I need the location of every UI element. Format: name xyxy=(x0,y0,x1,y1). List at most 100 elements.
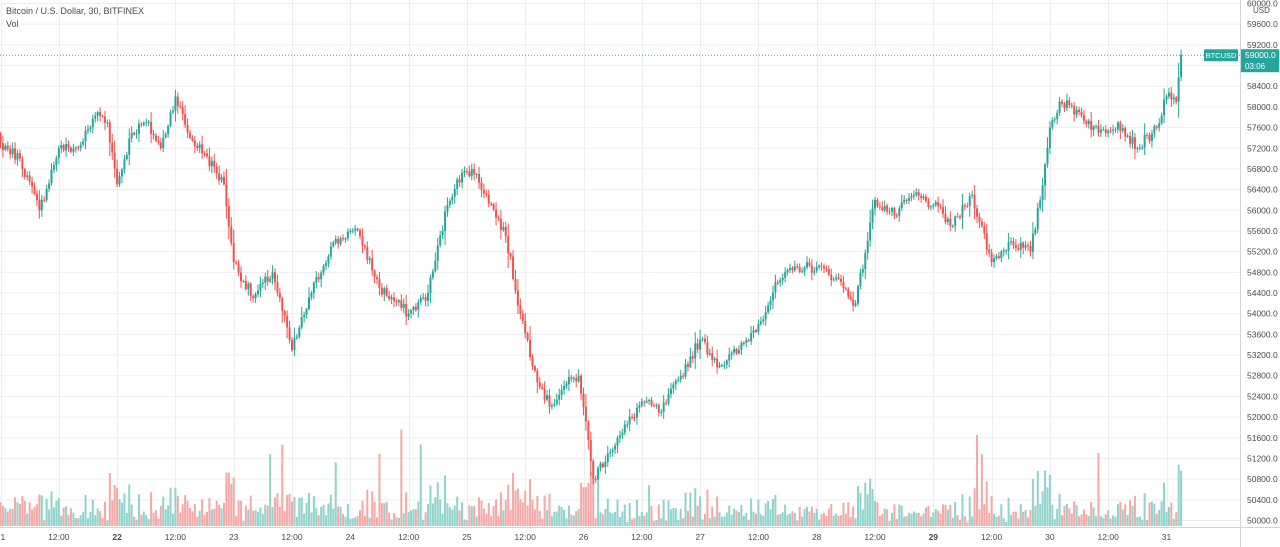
price-tick-label: 54400.0 xyxy=(1247,288,1278,298)
candle xyxy=(623,420,626,436)
candle xyxy=(65,137,68,157)
candle xyxy=(650,397,653,408)
volume-bar xyxy=(378,453,381,526)
candle xyxy=(446,197,449,217)
candle xyxy=(1068,97,1071,109)
candle xyxy=(283,309,286,323)
candle xyxy=(703,334,706,345)
volume-bar xyxy=(594,518,597,526)
candle xyxy=(23,167,26,180)
volume-bar xyxy=(1075,505,1078,526)
candle-body xyxy=(52,165,55,170)
candle-body xyxy=(937,202,940,207)
candle xyxy=(303,311,306,323)
candle xyxy=(754,328,757,334)
volume-bar xyxy=(825,515,828,526)
volume-bar xyxy=(1129,500,1132,526)
volume-bar xyxy=(444,475,447,526)
volume-bar xyxy=(895,519,898,526)
candle-body xyxy=(371,258,374,271)
candle xyxy=(655,403,658,409)
candle xyxy=(1109,126,1112,134)
candle-body xyxy=(276,282,279,293)
candle xyxy=(320,270,323,288)
candle xyxy=(818,264,821,270)
volume-bar xyxy=(468,505,471,526)
candle xyxy=(1143,123,1146,155)
candle xyxy=(325,259,328,271)
candle-body xyxy=(606,453,609,462)
price-tick-label: 52000.0 xyxy=(1247,412,1278,422)
volume-bar xyxy=(278,506,281,526)
candle xyxy=(247,281,250,296)
volume-bar xyxy=(876,502,879,526)
candle-body xyxy=(1061,101,1064,104)
candle-body xyxy=(482,189,485,194)
candle-body xyxy=(689,356,692,367)
volume-bar xyxy=(1010,515,1013,526)
volume-bar xyxy=(125,512,128,526)
volume-bar xyxy=(74,518,77,526)
candle-body xyxy=(16,153,19,160)
volume-bar xyxy=(118,499,121,526)
volume-bar xyxy=(898,504,901,526)
volume-bar xyxy=(507,484,510,526)
candle xyxy=(1175,95,1178,105)
candle xyxy=(708,348,711,357)
candle xyxy=(220,174,223,183)
candle xyxy=(699,329,702,359)
volume-bar xyxy=(864,482,867,526)
candle-body xyxy=(1124,128,1127,137)
candle-body xyxy=(815,267,818,271)
candle xyxy=(837,273,840,280)
candle xyxy=(91,114,94,134)
volume-bar xyxy=(878,515,881,526)
candle xyxy=(82,138,85,147)
candle-body xyxy=(813,270,816,273)
candle xyxy=(937,196,940,213)
candle-body xyxy=(188,132,191,138)
time-tick-label: 30 xyxy=(1045,532,1055,542)
candle-body xyxy=(667,394,670,403)
candle-body xyxy=(1029,246,1032,252)
candle xyxy=(176,92,179,114)
candle-body xyxy=(810,265,813,273)
candle-body xyxy=(898,208,901,216)
candle-body xyxy=(869,222,872,241)
candle xyxy=(847,287,850,300)
volume-bar xyxy=(548,493,551,526)
candle-body xyxy=(363,245,366,248)
candle xyxy=(222,171,225,186)
volume-bar xyxy=(368,517,371,526)
volume-bar xyxy=(446,503,449,526)
candle-body xyxy=(1017,247,1020,250)
volume-bar xyxy=(854,517,857,526)
candle-body xyxy=(626,424,629,426)
time-tick-label: 31 xyxy=(1162,532,1172,542)
candle-body xyxy=(322,265,325,273)
volume-bar xyxy=(376,517,379,526)
volume-bar xyxy=(776,514,779,526)
volume-bar xyxy=(424,512,427,526)
candle xyxy=(171,106,174,115)
volume-bar xyxy=(225,472,228,526)
symbol-badge: BTCUSD xyxy=(1204,49,1238,62)
volume-bar xyxy=(1150,501,1153,526)
candle xyxy=(72,143,75,157)
candle xyxy=(1019,237,1022,258)
volume-bar xyxy=(1102,517,1105,526)
candle xyxy=(310,290,313,301)
candle xyxy=(519,298,522,320)
candle xyxy=(205,148,208,159)
candle-body xyxy=(33,186,36,194)
candle-body xyxy=(521,313,524,322)
candle xyxy=(361,228,364,254)
candle xyxy=(533,365,536,373)
volume-bar xyxy=(96,508,99,526)
candle xyxy=(390,294,393,305)
candle-body xyxy=(645,401,648,403)
volume-bar xyxy=(227,472,230,526)
candle xyxy=(1053,116,1056,124)
